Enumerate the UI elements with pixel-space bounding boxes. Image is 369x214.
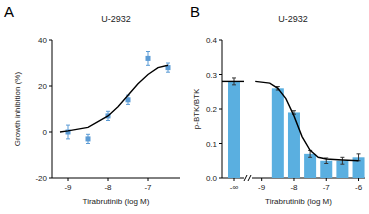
y-tick-label: 40 <box>38 36 47 45</box>
x-tick-label: -9 <box>258 183 266 192</box>
figure: A U-2932 Tirabrutinib (log M) Growth inhibi… <box>0 0 369 214</box>
x-tick-label: -7 <box>144 183 152 192</box>
axis-break <box>244 175 251 181</box>
fit-curve <box>60 65 168 132</box>
plot-area <box>255 81 364 178</box>
bar <box>288 112 300 178</box>
y-tick <box>49 86 52 87</box>
plot-area <box>60 52 171 144</box>
x-tick <box>108 178 109 181</box>
x-tick-label: -7 <box>323 183 331 192</box>
y-tick <box>49 40 52 41</box>
y-tick-label: 0.1 <box>206 140 218 149</box>
y-tick <box>49 178 52 179</box>
error-bar <box>86 134 90 143</box>
y-tick <box>219 74 222 75</box>
y-tick-label: 20 <box>38 82 47 91</box>
y-tick <box>49 132 52 133</box>
y-label: p-BTK/BTK <box>192 88 201 129</box>
y-label: Growth inhibition (%) <box>13 72 22 147</box>
x-tick <box>261 178 262 181</box>
panel-0: A U-2932 Tirabrutinib (log M) Growth inhibi… <box>4 3 180 206</box>
y-tick-label: 0.4 <box>206 36 218 45</box>
x-tick <box>148 178 149 181</box>
x-label: Tirabrutinib (log M) <box>265 197 332 206</box>
error-bar <box>166 63 170 72</box>
error-bar <box>146 52 150 66</box>
x-tick <box>234 178 235 181</box>
y-tick-label: 0.3 <box>206 71 218 80</box>
x-tick-label: -8 <box>290 183 298 192</box>
x-tick <box>68 178 69 181</box>
bar <box>272 88 284 178</box>
panel-letter: B <box>190 3 200 20</box>
panel-1: B U-2932 Tirabrutinib (log M) p-BTK/BTK 0.0 0… <box>190 3 365 206</box>
x-tick-label: -∞ <box>230 183 239 192</box>
title: U-2932 <box>101 14 131 24</box>
x-tick-label: -6 <box>355 183 363 192</box>
x-label: Tirabrutinib (log M) <box>83 197 150 206</box>
fit-curve <box>255 81 358 160</box>
title: U-2932 <box>278 14 308 24</box>
x-tick <box>293 178 294 181</box>
y-tick <box>219 178 222 179</box>
control-area <box>222 78 244 178</box>
fit-curve-baseline <box>222 81 244 82</box>
x-axis-line <box>52 178 180 179</box>
x-tick <box>326 178 327 181</box>
y-tick-label: -20 <box>35 174 47 183</box>
y-tick <box>219 143 222 144</box>
error-bar <box>357 154 361 161</box>
y-tick-label: 0 <box>43 128 48 137</box>
y-tick <box>219 109 222 110</box>
x-tick-label: -9 <box>64 183 72 192</box>
panel-letter: A <box>4 3 14 20</box>
point <box>146 56 151 61</box>
y-tick-label: 0.0 <box>206 174 218 183</box>
x-tick <box>358 178 359 181</box>
y-tick <box>219 40 222 41</box>
x-tick-label: -8 <box>104 183 112 192</box>
error-bar <box>66 125 70 139</box>
bar <box>228 81 240 178</box>
y-axis-line <box>52 40 53 178</box>
point <box>86 136 91 141</box>
y-tick-label: 0.2 <box>206 105 218 114</box>
